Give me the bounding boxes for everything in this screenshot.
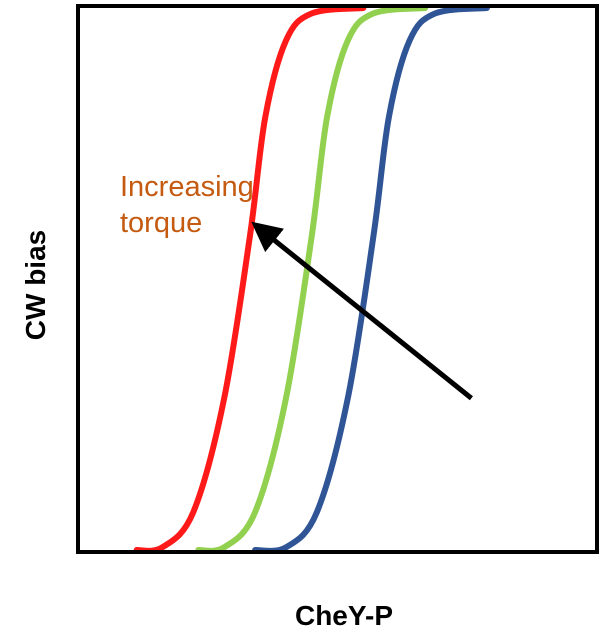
annotation-line-1: Increasing	[120, 171, 254, 203]
x-axis-label: CheY-P	[295, 600, 393, 631]
series-line-3	[252, 5, 490, 554]
plot-frame	[76, 4, 599, 554]
annotation-line-2: torque	[120, 207, 202, 239]
series-line-2	[195, 5, 429, 554]
annotation-label: Increasing torque	[120, 171, 262, 239]
annotation-layer: Increasing torque	[120, 171, 473, 401]
series-line-1	[133, 5, 367, 554]
y-axis-label: CW bias	[20, 230, 51, 340]
series-layer	[133, 5, 490, 554]
increasing-torque-arrow	[251, 221, 473, 401]
